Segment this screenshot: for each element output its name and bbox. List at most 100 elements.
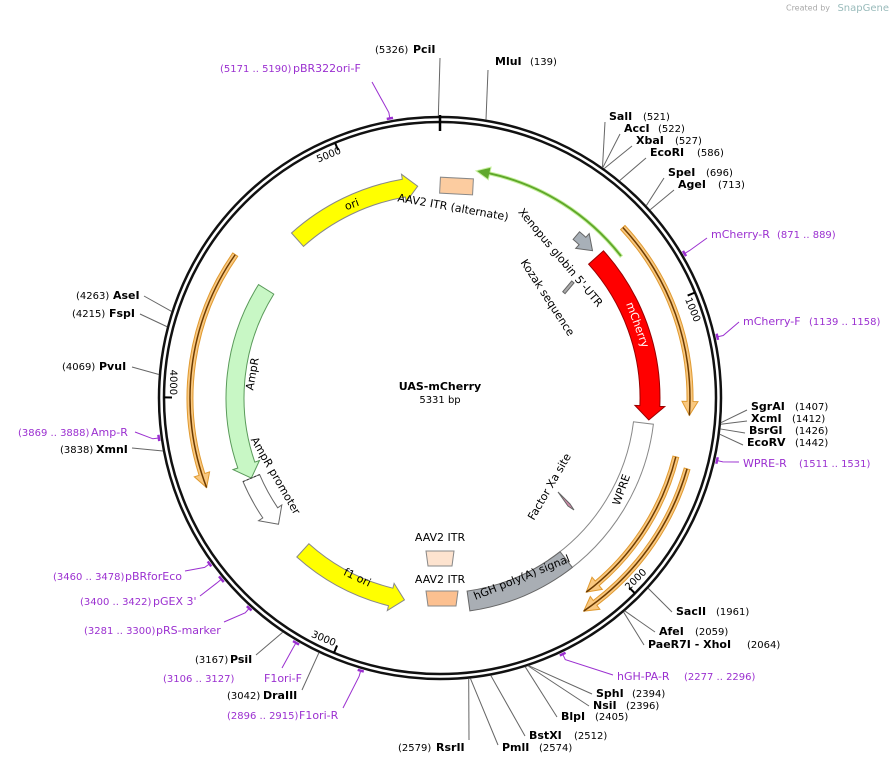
feature-label: Factor Xa site (525, 451, 574, 522)
site-name: EcoRV (747, 436, 786, 449)
primer-range: (3400 .. 3422) (80, 597, 152, 608)
site-line (719, 433, 744, 446)
watermark-brand: SnapGene (837, 3, 889, 14)
feature-aav2-itr-2 (425, 590, 459, 607)
site-position: (3838) (60, 445, 93, 456)
binding-arc (186, 252, 239, 489)
site-position: (713) (718, 180, 745, 191)
site-position: (527) (675, 136, 702, 147)
site-name: AfeI (659, 625, 684, 638)
site-position: (2059) (695, 627, 728, 638)
primer-mark (715, 333, 720, 341)
site-line (255, 631, 284, 656)
primer-line (199, 579, 221, 597)
site-name: PvuI (99, 360, 126, 373)
primer-name: pBRforEco (125, 570, 182, 583)
binding-arc (582, 467, 691, 612)
feature-mcherry (587, 250, 667, 421)
primer-range: (1511 .. 1531) (799, 459, 871, 470)
site-position: (2064) (747, 640, 780, 651)
site-position: (2396) (626, 701, 659, 712)
site-position: (5326) (375, 45, 408, 56)
primer-range: (3460 .. 3478) (53, 572, 125, 583)
site-line (139, 313, 168, 328)
feature-label: AAV2 ITR (415, 531, 466, 544)
primer-name: F1ori-R (299, 709, 339, 722)
map-title: UAS-mCherry (399, 380, 481, 393)
site-name: FspI (109, 307, 135, 320)
site-position: (1442) (795, 438, 828, 449)
primer-name: mCherry-F (743, 315, 801, 328)
primer-name: hGH-PA-R (617, 670, 670, 683)
site-line (437, 57, 441, 117)
primer-range: (2277 .. 2296) (684, 672, 756, 683)
feature-f1-ori (296, 542, 406, 612)
feature-label: AmpR (243, 356, 262, 391)
scale-tick (687, 291, 696, 297)
primer-line (718, 321, 740, 338)
site-name: BsrGI (749, 424, 782, 437)
primer-mark (292, 639, 300, 646)
site-position: (1426) (795, 426, 828, 437)
site-position: (521) (643, 112, 670, 123)
site-position: (4069) (62, 362, 95, 373)
site-line (647, 587, 673, 613)
feature-ori (290, 173, 419, 248)
primer-name: WPRE-R (743, 457, 787, 470)
site-name: BstXI (529, 729, 562, 742)
primer-mark (681, 250, 688, 257)
site-position: (2394) (632, 689, 665, 700)
primer-line (281, 643, 296, 669)
primer-mark (715, 456, 719, 465)
site-position: (4215) (72, 309, 105, 320)
primer-line (134, 431, 158, 440)
feature-factor-xa (557, 491, 575, 511)
site-name: PsiI (230, 653, 252, 666)
feature-aav2-itr (425, 550, 455, 567)
scale-tick (334, 142, 340, 151)
primer-line (371, 81, 391, 118)
site-name: XcmI (751, 412, 782, 425)
site-line (601, 121, 606, 168)
site-position: (2574) (539, 743, 572, 754)
site-position: (2512) (574, 731, 607, 742)
site-line (720, 428, 746, 434)
watermark-prefix: Created by (786, 4, 830, 13)
feature-hgh-polya (466, 550, 574, 612)
primer-mark (206, 560, 213, 568)
primer-name: pBR322ori-F (293, 62, 361, 75)
primer-line (223, 608, 249, 623)
site-name: AgeI (678, 178, 706, 191)
site-name: SalI (609, 110, 632, 123)
site-line (527, 665, 590, 707)
feature-kozak (562, 280, 575, 295)
site-name: NsiI (593, 699, 617, 712)
primer-range: (5171 .. 5190) (220, 64, 292, 75)
ampr-divider (242, 474, 260, 483)
site-position: (3042) (227, 691, 260, 702)
primer-name: pGEX 3' (153, 595, 197, 608)
site-line (485, 69, 489, 120)
site-name: SphI (596, 687, 624, 700)
primer-line (717, 460, 740, 463)
primer-range: (2896 .. 2915) (227, 711, 299, 722)
site-line (720, 409, 748, 424)
primer-range: (3281 .. 3300) (84, 626, 156, 637)
site-name: XbaI (636, 134, 664, 147)
primer-name: F1ori-F (264, 672, 302, 685)
primer-mark (559, 651, 567, 657)
site-position: (2579) (398, 743, 431, 754)
primer-name: pRS-marker (156, 624, 221, 637)
feature-xenopus-utr (474, 166, 624, 259)
site-name: PaeR7I - XhoI (648, 638, 731, 651)
site-name: BlpI (561, 710, 585, 723)
site-name: AseI (113, 289, 140, 302)
feature-utr-arrow (572, 231, 594, 252)
site-line (603, 145, 633, 170)
feature-label: AAV2 ITR (alternate) (397, 191, 510, 223)
site-line (143, 295, 172, 312)
site-line (301, 652, 320, 691)
scale-tick (333, 645, 338, 654)
